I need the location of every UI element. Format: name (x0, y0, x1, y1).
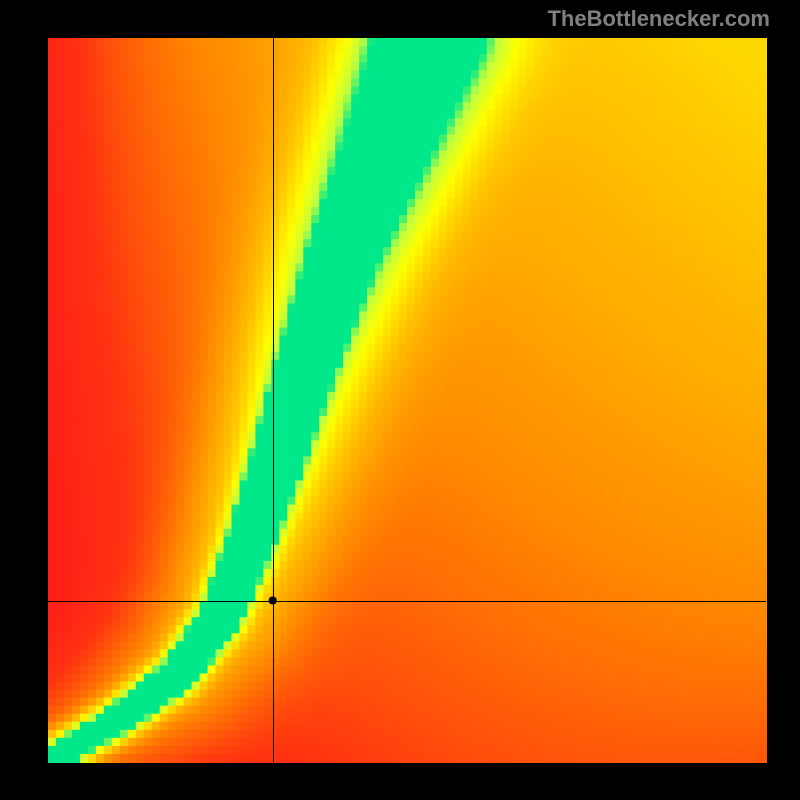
chart-container: { "watermark": { "text": "TheBottlenecke… (0, 0, 800, 800)
watermark-text: TheBottlenecker.com (547, 6, 770, 32)
heatmap-canvas (0, 0, 800, 800)
